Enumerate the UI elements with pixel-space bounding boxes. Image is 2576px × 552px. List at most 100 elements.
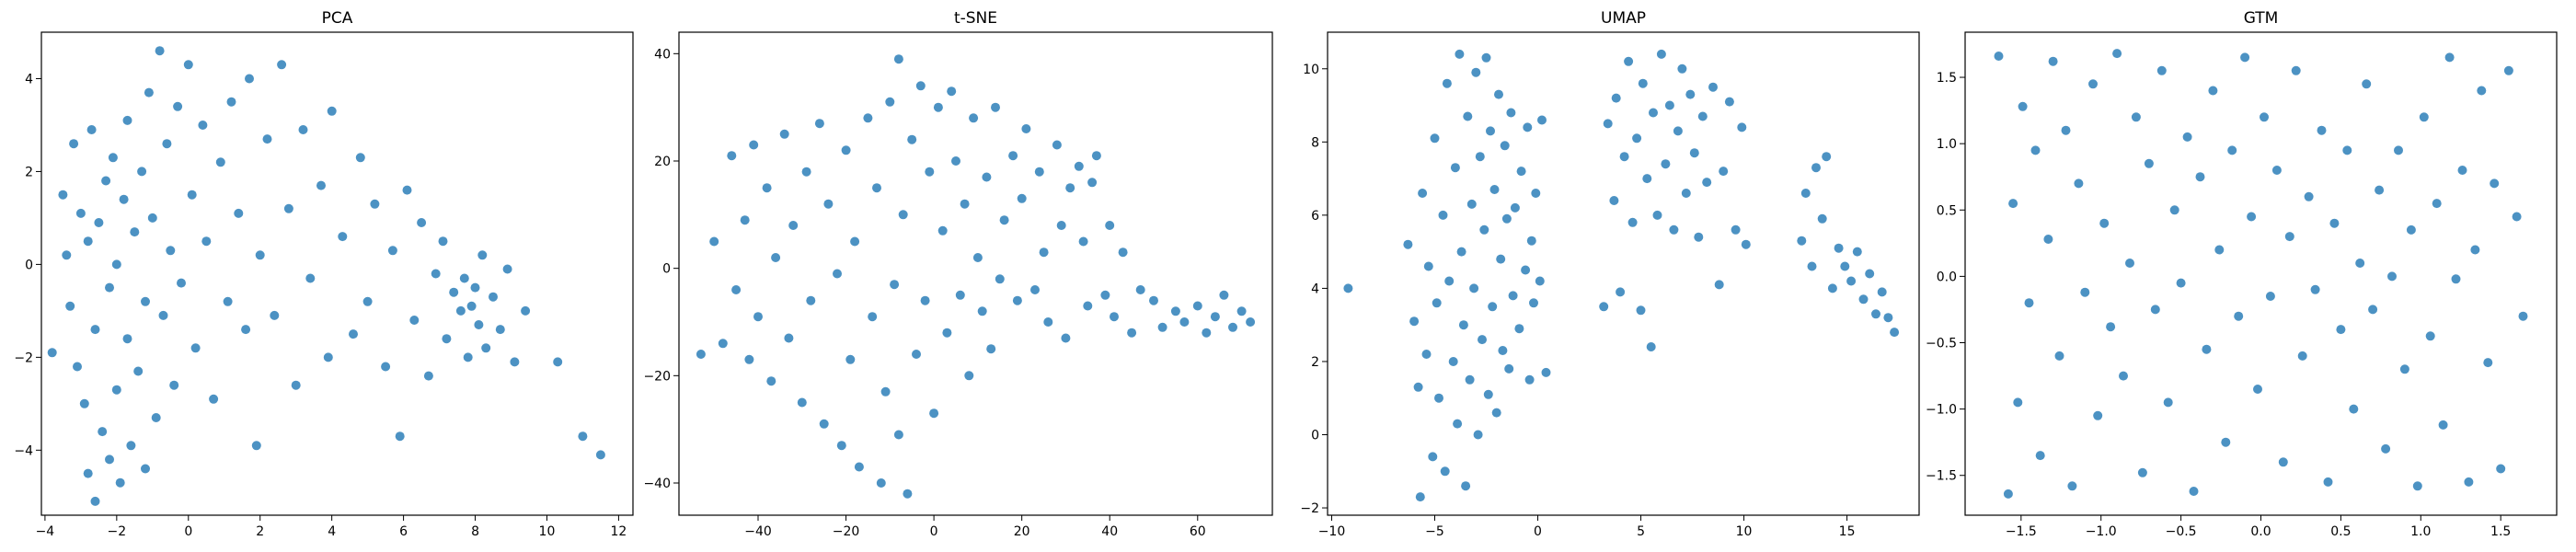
- data-point: [94, 218, 104, 227]
- data-point: [455, 305, 466, 316]
- data-point: [1455, 49, 1465, 59]
- y-tick-label: 0: [1311, 429, 1319, 443]
- data-point: [75, 208, 86, 218]
- x-tick-label: 5: [1637, 524, 1645, 539]
- data-point: [245, 74, 254, 84]
- data-point: [2043, 235, 2053, 244]
- data-point: [2329, 218, 2340, 228]
- data-point: [1531, 189, 1541, 198]
- data-point: [876, 478, 886, 488]
- data-point: [1479, 224, 1489, 235]
- data-point: [1471, 67, 1481, 77]
- data-point: [1811, 163, 1821, 173]
- data-point: [226, 97, 236, 107]
- chart-title: GTM: [2244, 9, 2279, 28]
- data-point: [1065, 183, 1075, 193]
- data-point: [449, 287, 459, 297]
- data-point: [2432, 199, 2442, 209]
- data-point: [2106, 322, 2116, 332]
- data-point: [190, 343, 201, 353]
- data-point: [1871, 309, 1880, 319]
- chart-title: UMAP: [1601, 9, 1646, 28]
- data-point: [784, 333, 794, 343]
- data-point: [1669, 224, 1679, 235]
- data-point: [709, 236, 719, 247]
- data-point: [2054, 351, 2064, 361]
- data-point: [1421, 350, 1432, 359]
- data-point: [2156, 65, 2167, 75]
- data-point: [362, 296, 373, 306]
- data-point: [1883, 313, 1893, 323]
- data-point: [2018, 101, 2028, 111]
- data-point: [2336, 325, 2346, 335]
- y-tick-label: 8: [1311, 135, 1319, 150]
- y-tick-label: 4: [1311, 282, 1319, 296]
- y-tick-label: 1.0: [1937, 137, 1957, 152]
- data-point: [2163, 397, 2173, 408]
- data-point: [1673, 126, 1683, 136]
- x-tick-label: −2: [108, 524, 127, 539]
- data-point: [510, 357, 520, 367]
- data-point: [1741, 239, 1751, 249]
- y-tick-label: 4: [25, 72, 33, 86]
- data-point: [2195, 172, 2205, 182]
- data-point: [1649, 108, 1658, 118]
- data-point: [2119, 371, 2128, 381]
- data-point: [2093, 410, 2103, 420]
- data-point: [2490, 178, 2500, 189]
- data-point: [1636, 305, 1646, 316]
- data-point: [1599, 302, 1609, 312]
- data-point: [2349, 404, 2359, 414]
- data-point: [1541, 367, 1551, 377]
- data-point: [1488, 302, 1498, 312]
- data-point: [2284, 232, 2294, 242]
- x-tick-label: 15: [1839, 524, 1856, 539]
- x-tick-label: 10: [539, 524, 556, 539]
- data-point: [977, 306, 987, 316]
- data-point: [872, 183, 881, 193]
- data-point: [1236, 306, 1247, 316]
- chart-title: PCA: [322, 9, 353, 28]
- data-point: [58, 190, 68, 200]
- data-point: [2457, 166, 2467, 175]
- data-point: [521, 305, 531, 316]
- data-point: [298, 125, 308, 134]
- data-point: [972, 253, 983, 262]
- data-point: [1453, 419, 1463, 429]
- data-point: [126, 441, 136, 451]
- data-point: [1529, 298, 1538, 308]
- data-point: [1219, 290, 1229, 300]
- data-point: [999, 215, 1009, 225]
- data-point: [2144, 158, 2154, 168]
- data-point: [1994, 52, 2004, 61]
- data-point: [929, 408, 939, 419]
- data-point: [947, 86, 957, 97]
- data-point: [1465, 374, 1475, 385]
- y-tick-label: 0.5: [1937, 203, 1957, 218]
- data-point: [1442, 78, 1452, 88]
- data-point: [854, 462, 864, 472]
- data-point: [108, 153, 118, 163]
- x-tick-label: 1.0: [2410, 524, 2431, 539]
- data-point: [1486, 126, 1495, 136]
- x-tick-label: −10: [1318, 524, 1346, 539]
- data-point: [1858, 294, 1869, 305]
- data-point: [62, 250, 72, 260]
- data-point: [1074, 161, 1084, 171]
- x-tick-label: 6: [399, 524, 408, 539]
- data-point: [1807, 261, 1817, 271]
- data-point: [1524, 374, 1535, 385]
- data-point: [2470, 245, 2480, 255]
- data-point: [215, 157, 225, 167]
- y-tick-label: 2: [25, 165, 33, 179]
- data-point: [823, 199, 834, 209]
- data-point: [2008, 199, 2018, 209]
- data-point: [166, 246, 176, 256]
- data-point: [1466, 199, 1477, 209]
- data-point: [2240, 52, 2250, 63]
- data-point: [1827, 283, 1837, 293]
- data-point: [2297, 351, 2307, 361]
- data-point: [1021, 124, 1031, 133]
- data-point: [2483, 358, 2493, 368]
